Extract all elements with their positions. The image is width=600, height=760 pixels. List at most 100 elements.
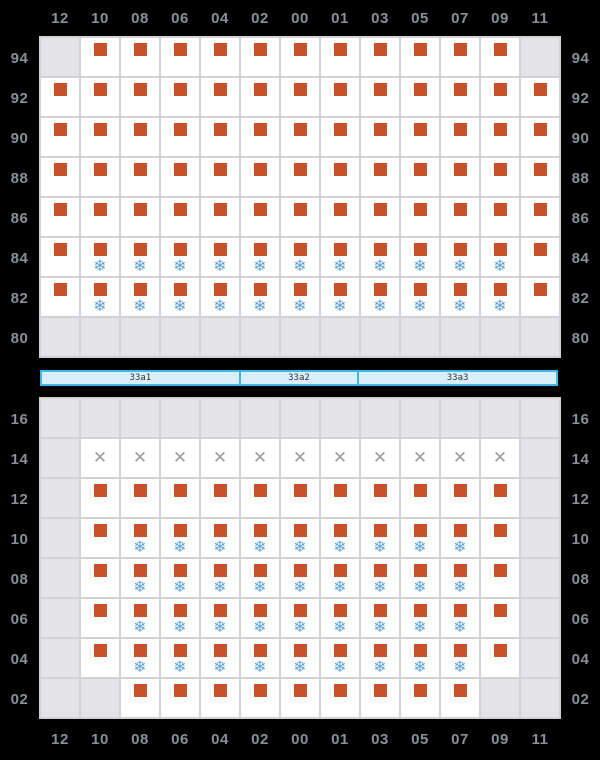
seat-cell-00-08[interactable]: ❄ bbox=[281, 559, 319, 597]
seat-cell-09-88[interactable] bbox=[481, 158, 519, 196]
seat-cell-04-12[interactable] bbox=[201, 479, 239, 517]
seat-cell-05-92[interactable] bbox=[401, 78, 439, 116]
seat-cell-04-04[interactable]: ❄ bbox=[201, 639, 239, 677]
seat-cell-07-84[interactable]: ❄ bbox=[441, 238, 479, 276]
seat-cell-08-02[interactable] bbox=[121, 679, 159, 717]
seat-cell-03-94[interactable] bbox=[361, 38, 399, 76]
seat-cell-02-02[interactable] bbox=[241, 679, 279, 717]
seat-cell-11-90[interactable] bbox=[521, 118, 559, 156]
seat-cell-10-94[interactable] bbox=[81, 38, 119, 76]
seat-cell-01-94[interactable] bbox=[321, 38, 359, 76]
seat-cell-04-10[interactable]: ❄ bbox=[201, 519, 239, 557]
seat-cell-00-84[interactable]: ❄ bbox=[281, 238, 319, 276]
seat-cell-11-84[interactable] bbox=[521, 238, 559, 276]
seat-cell-06-82[interactable]: ❄ bbox=[161, 278, 199, 316]
seat-cell-05-02[interactable] bbox=[401, 679, 439, 717]
seat-cell-05-12[interactable] bbox=[401, 479, 439, 517]
seat-cell-02-04[interactable]: ❄ bbox=[241, 639, 279, 677]
seat-cell-02-90[interactable] bbox=[241, 118, 279, 156]
seat-cell-00-82[interactable]: ❄ bbox=[281, 278, 319, 316]
seat-cell-12-84[interactable] bbox=[41, 238, 79, 276]
seat-cell-04-86[interactable] bbox=[201, 198, 239, 236]
seat-cell-07-04[interactable]: ❄ bbox=[441, 639, 479, 677]
seat-cell-00-12[interactable] bbox=[281, 479, 319, 517]
seat-cell-07-82[interactable]: ❄ bbox=[441, 278, 479, 316]
seat-cell-05-88[interactable] bbox=[401, 158, 439, 196]
seat-cell-07-92[interactable] bbox=[441, 78, 479, 116]
seat-cell-04-94[interactable] bbox=[201, 38, 239, 76]
seat-cell-06-84[interactable]: ❄ bbox=[161, 238, 199, 276]
seat-cell-10-90[interactable] bbox=[81, 118, 119, 156]
seat-cell-04-06[interactable]: ❄ bbox=[201, 599, 239, 637]
seat-cell-02-82[interactable]: ❄ bbox=[241, 278, 279, 316]
section-33a2[interactable]: 33a2 bbox=[238, 370, 360, 386]
seat-cell-06-92[interactable] bbox=[161, 78, 199, 116]
seat-cell-08-82[interactable]: ❄ bbox=[121, 278, 159, 316]
seat-cell-08-08[interactable]: ❄ bbox=[121, 559, 159, 597]
seat-cell-12-90[interactable] bbox=[41, 118, 79, 156]
seat-cell-06-94[interactable] bbox=[161, 38, 199, 76]
seat-cell-03-02[interactable] bbox=[361, 679, 399, 717]
seat-cell-12-86[interactable] bbox=[41, 198, 79, 236]
seat-cell-06-10[interactable]: ❄ bbox=[161, 519, 199, 557]
seat-cell-00-92[interactable] bbox=[281, 78, 319, 116]
seat-cell-07-10[interactable]: ❄ bbox=[441, 519, 479, 557]
seat-cell-00-10[interactable]: ❄ bbox=[281, 519, 319, 557]
seat-cell-05-84[interactable]: ❄ bbox=[401, 238, 439, 276]
seat-cell-04-82[interactable]: ❄ bbox=[201, 278, 239, 316]
seat-cell-02-92[interactable] bbox=[241, 78, 279, 116]
seat-cell-10-92[interactable] bbox=[81, 78, 119, 116]
seat-cell-08-88[interactable] bbox=[121, 158, 159, 196]
seat-cell-06-08[interactable]: ❄ bbox=[161, 559, 199, 597]
seat-cell-02-94[interactable] bbox=[241, 38, 279, 76]
seat-cell-01-02[interactable] bbox=[321, 679, 359, 717]
seat-cell-03-82[interactable]: ❄ bbox=[361, 278, 399, 316]
seat-cell-11-88[interactable] bbox=[521, 158, 559, 196]
seat-cell-10-04[interactable] bbox=[81, 639, 119, 677]
seat-cell-01-82[interactable]: ❄ bbox=[321, 278, 359, 316]
seat-cell-06-02[interactable] bbox=[161, 679, 199, 717]
seat-cell-06-06[interactable]: ❄ bbox=[161, 599, 199, 637]
seat-cell-11-86[interactable] bbox=[521, 198, 559, 236]
seat-cell-00-90[interactable] bbox=[281, 118, 319, 156]
seat-cell-09-06[interactable] bbox=[481, 599, 519, 637]
seat-cell-04-08[interactable]: ❄ bbox=[201, 559, 239, 597]
seat-cell-00-04[interactable]: ❄ bbox=[281, 639, 319, 677]
seat-cell-01-90[interactable] bbox=[321, 118, 359, 156]
seat-cell-08-92[interactable] bbox=[121, 78, 159, 116]
seat-cell-03-06[interactable]: ❄ bbox=[361, 599, 399, 637]
seat-cell-07-90[interactable] bbox=[441, 118, 479, 156]
seat-cell-02-12[interactable] bbox=[241, 479, 279, 517]
seat-cell-00-02[interactable] bbox=[281, 679, 319, 717]
seat-cell-07-06[interactable]: ❄ bbox=[441, 599, 479, 637]
seat-cell-09-08[interactable] bbox=[481, 559, 519, 597]
seat-cell-08-12[interactable] bbox=[121, 479, 159, 517]
seat-cell-11-92[interactable] bbox=[521, 78, 559, 116]
seat-cell-05-06[interactable]: ❄ bbox=[401, 599, 439, 637]
seat-cell-10-86[interactable] bbox=[81, 198, 119, 236]
seat-cell-09-84[interactable]: ❄ bbox=[481, 238, 519, 276]
seat-cell-12-88[interactable] bbox=[41, 158, 79, 196]
seat-cell-00-88[interactable] bbox=[281, 158, 319, 196]
seat-cell-06-90[interactable] bbox=[161, 118, 199, 156]
seat-cell-07-02[interactable] bbox=[441, 679, 479, 717]
seat-cell-02-86[interactable] bbox=[241, 198, 279, 236]
seat-cell-03-10[interactable]: ❄ bbox=[361, 519, 399, 557]
seat-cell-09-04[interactable] bbox=[481, 639, 519, 677]
seat-cell-11-82[interactable] bbox=[521, 278, 559, 316]
seat-cell-02-08[interactable]: ❄ bbox=[241, 559, 279, 597]
seat-cell-09-90[interactable] bbox=[481, 118, 519, 156]
seat-cell-05-90[interactable] bbox=[401, 118, 439, 156]
seat-cell-09-86[interactable] bbox=[481, 198, 519, 236]
seat-cell-04-02[interactable] bbox=[201, 679, 239, 717]
seat-cell-01-92[interactable] bbox=[321, 78, 359, 116]
seat-cell-01-10[interactable]: ❄ bbox=[321, 519, 359, 557]
seat-cell-08-10[interactable]: ❄ bbox=[121, 519, 159, 557]
seat-cell-03-12[interactable] bbox=[361, 479, 399, 517]
seat-cell-06-88[interactable] bbox=[161, 158, 199, 196]
seat-cell-05-86[interactable] bbox=[401, 198, 439, 236]
seat-cell-08-90[interactable] bbox=[121, 118, 159, 156]
seat-cell-12-82[interactable] bbox=[41, 278, 79, 316]
seat-cell-02-84[interactable]: ❄ bbox=[241, 238, 279, 276]
seat-cell-00-06[interactable]: ❄ bbox=[281, 599, 319, 637]
